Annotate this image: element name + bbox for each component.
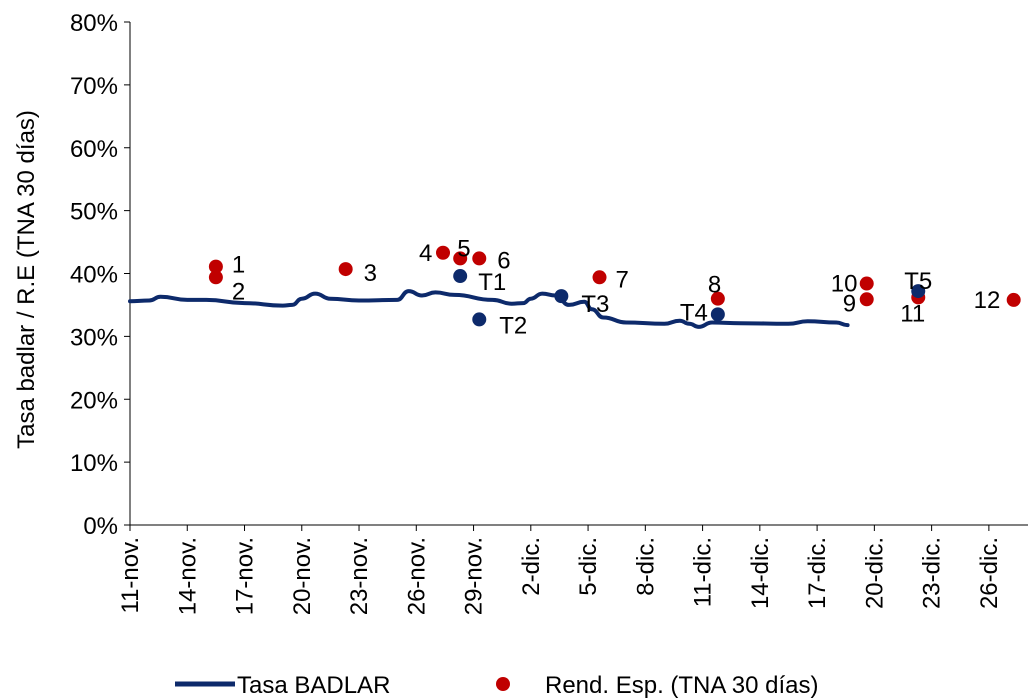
point-8	[710, 291, 725, 306]
y-tick-label: 80%	[70, 10, 118, 37]
point-label-4: 4	[419, 240, 432, 267]
point-12	[1006, 292, 1021, 307]
x-tick-label: 5-dic.	[575, 537, 602, 596]
x-tick-label: 26-dic.	[976, 537, 1003, 609]
legend-label-rend-esp: Rend. Esp. (TNA 30 días)	[545, 672, 818, 699]
x-tick-label: 8-dic.	[632, 537, 659, 596]
point-label-t3: T3	[581, 291, 609, 318]
point-t2	[472, 312, 487, 327]
x-tick-label: 2-dic.	[518, 537, 545, 596]
point-label-7: 7	[616, 266, 629, 293]
point-4	[436, 245, 451, 260]
y-tick-label: 0%	[83, 513, 118, 540]
y-tick-label: 10%	[70, 450, 118, 477]
point-label-6: 6	[497, 247, 510, 274]
point-label-t5: T5	[904, 268, 932, 295]
x-tick-label: 23-dic.	[919, 537, 946, 609]
point-t1	[453, 269, 468, 284]
legend: Tasa BADLAR Rend. Esp. (TNA 30 días)	[175, 672, 818, 699]
x-tick-label: 29-nov.	[461, 537, 488, 615]
legend-dot-marker	[496, 677, 510, 691]
y-tick-label: 20%	[70, 387, 118, 414]
point-5	[453, 251, 468, 266]
point-label-t1: T1	[478, 269, 506, 296]
y-tick-label: 70%	[70, 73, 118, 100]
x-tick-label: 14-dic.	[747, 537, 774, 609]
point-1	[208, 259, 223, 274]
axes	[129, 22, 1028, 526]
point-t3	[554, 289, 569, 304]
x-tick-label: 14-nov.	[174, 537, 201, 615]
point-10	[859, 276, 874, 291]
y-tick-label: 40%	[70, 262, 118, 289]
legend-label-badlar: Tasa BADLAR	[237, 672, 390, 699]
series-tasa-badlar	[128, 289, 850, 329]
y-tick-label: 60%	[70, 136, 118, 163]
y-axis-ticks: 0% 10% 20% 30% 40% 50% 60% 70% 80%	[70, 10, 130, 540]
x-tick-label: 20-dic.	[861, 537, 888, 609]
y-axis-title: Tasa badlar / R.E (TNA 30 días)	[13, 110, 40, 449]
point-label-t2: T2	[499, 312, 527, 339]
y-tick-label: 30%	[70, 324, 118, 351]
point-label-10: 10	[831, 271, 858, 298]
point-label-1: 1	[232, 252, 245, 279]
point-label-3: 3	[364, 260, 377, 287]
point-9	[859, 292, 874, 307]
point-t5	[911, 284, 926, 299]
point-t4	[710, 307, 725, 322]
x-axis-ticks: 11-nov. 14-nov. 17-nov. 20-nov. 23-nov. 26-no…	[117, 525, 1003, 615]
point-3	[338, 262, 353, 277]
badlar-line	[128, 289, 850, 329]
point-label-8: 8	[708, 272, 721, 299]
point-label-11: 11	[900, 300, 925, 327]
point-2	[208, 270, 223, 285]
y-tick-label: 50%	[70, 199, 118, 226]
x-tick-label: 23-nov.	[346, 537, 373, 615]
point-label-5: 5	[457, 235, 470, 262]
point-label-t4: T4	[680, 299, 708, 326]
series-tramos: T1 T2 T3 T4 T5	[453, 268, 932, 339]
x-tick-label: 11-nov.	[117, 537, 144, 614]
x-tick-label: 11-dic.	[690, 537, 717, 607]
point-label-9: 9	[843, 290, 856, 317]
point-label-2: 2	[232, 278, 245, 305]
x-tick-label: 17-dic.	[804, 537, 831, 609]
x-tick-label: 26-nov.	[403, 537, 430, 615]
point-7	[592, 270, 607, 285]
x-tick-label: 20-nov.	[289, 537, 316, 615]
point-label-12: 12	[974, 287, 1001, 314]
point-6	[472, 251, 487, 266]
x-tick-label: 17-nov.	[232, 537, 259, 615]
